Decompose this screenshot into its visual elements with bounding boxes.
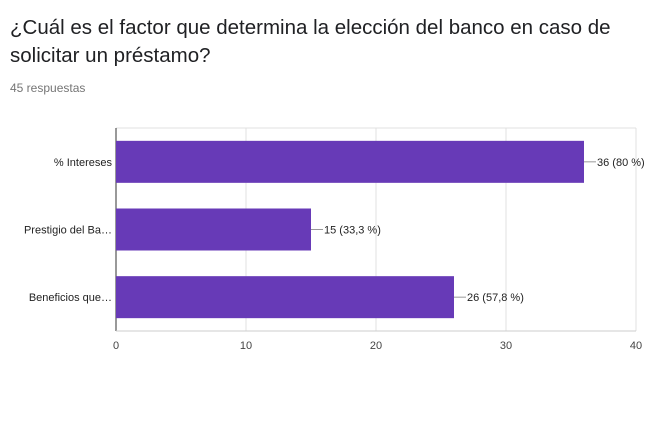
bar: [116, 140, 584, 183]
x-tick-label: 40: [630, 340, 642, 352]
data-label: 36 (80 %): [597, 157, 645, 169]
response-count: 45 respuestas: [10, 81, 86, 95]
category-label: Beneficios que…: [29, 292, 112, 304]
x-tick-label: 10: [240, 340, 252, 352]
category-label: % Intereses: [54, 157, 113, 169]
data-label: 15 (33,3 %): [324, 225, 381, 237]
category-label: Prestigio del Ba…: [24, 225, 112, 237]
bar: [116, 208, 311, 251]
question-title: ¿Cuál es el factor que determina la elec…: [10, 16, 611, 67]
bar: [116, 276, 454, 319]
data-label: 26 (57,8 %): [467, 292, 524, 304]
x-tick-label: 20: [370, 340, 382, 352]
x-tick-label: 30: [500, 340, 512, 352]
x-tick-label: 0: [113, 340, 119, 352]
